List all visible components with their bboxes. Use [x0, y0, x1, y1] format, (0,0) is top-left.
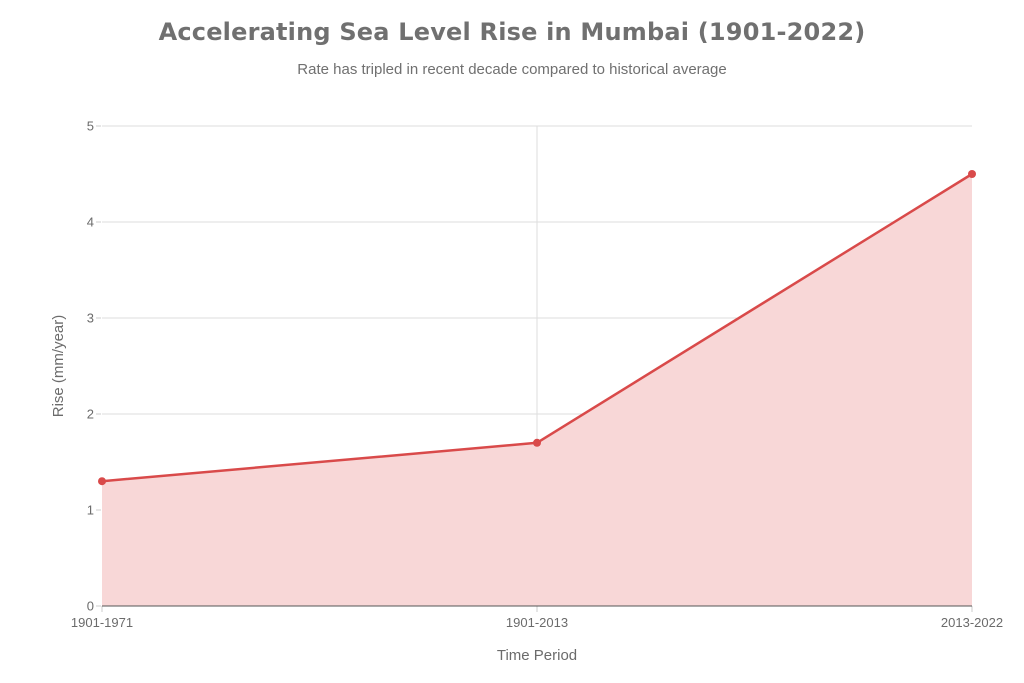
x-tick-label: 1901-2013 [506, 615, 568, 630]
axes [96, 125, 973, 612]
y-tick-label: 2 [87, 407, 94, 422]
chart-title: Accelerating Sea Level Rise in Mumbai (1… [158, 18, 866, 46]
tick-labels: 0 1 2 3 4 5 1901-1971 1901-2013 2013-2022 [71, 119, 1003, 631]
data-point [98, 477, 106, 486]
y-tick-label: 3 [87, 311, 94, 326]
x-tick-label: 1901-1971 [71, 615, 133, 630]
y-axis-title: Rise (mm/year) [50, 315, 67, 418]
y-tick-label: 0 [87, 599, 94, 614]
data-point [968, 170, 976, 178]
x-tick-label: 2013-2022 [941, 615, 1003, 630]
y-tick-label: 1 [87, 503, 94, 518]
y-tick-label: 5 [87, 119, 94, 134]
series-area [102, 174, 972, 606]
area-layer [102, 174, 972, 606]
data-points [98, 170, 976, 486]
data-point [533, 438, 541, 447]
y-tick-label: 4 [87, 215, 94, 230]
x-axis-title: Time Period [497, 647, 577, 664]
chart-subtitle: Rate has tripled in recent decade compar… [297, 61, 727, 78]
